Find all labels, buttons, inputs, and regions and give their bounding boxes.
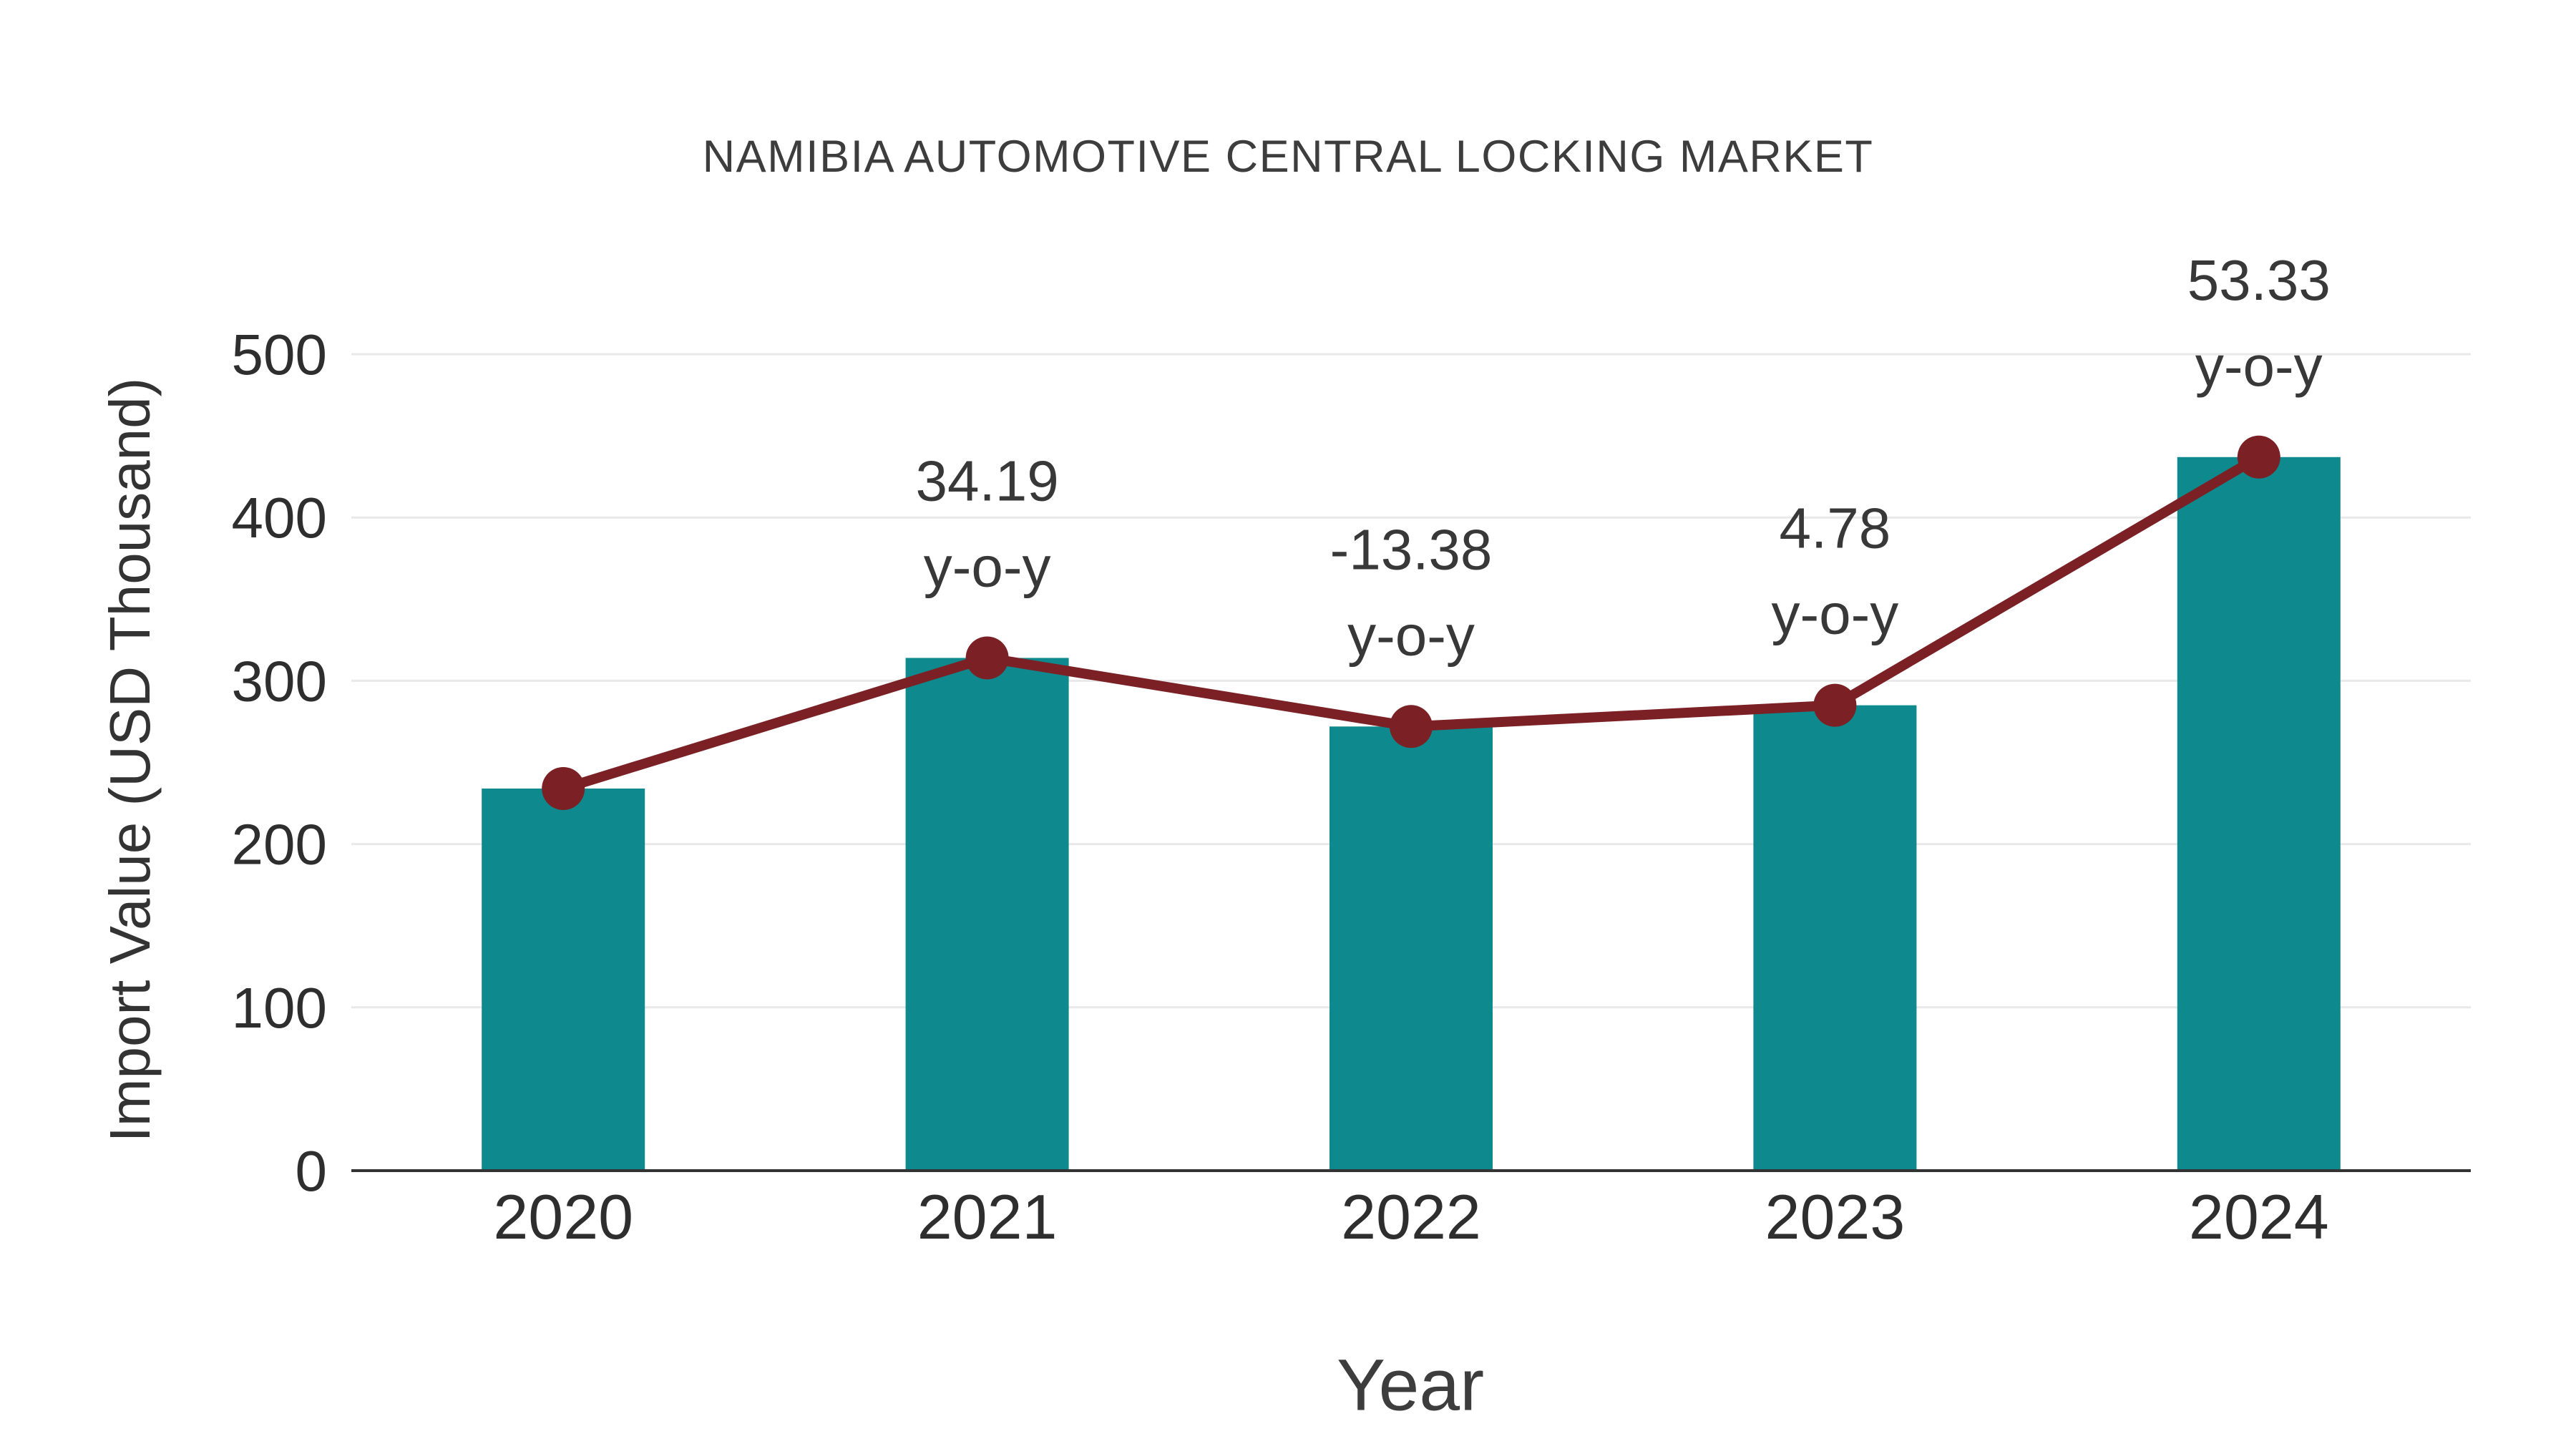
x-tick-label: 2022 [1341,1181,1481,1252]
x-tick-label: 2020 [493,1181,633,1252]
chart-title: NAMIBIA AUTOMOTIVE CENTRAL LOCKING MARKE… [702,132,1874,182]
x-tick-label: 2023 [1765,1181,1906,1252]
y-tick-label: 0 [296,1139,328,1203]
annotation-value: -13.38 [1330,517,1493,581]
bar [905,658,1069,1171]
y-tick-label: 200 [232,813,327,877]
annotation-suffix: y-o-y [1772,582,1899,646]
y-tick-label: 500 [232,323,327,386]
bar [482,789,645,1171]
x-tick-label: 2021 [917,1181,1058,1252]
annotation-suffix: y-o-y [1347,603,1475,667]
annotation-value: 53.33 [2187,248,2331,312]
bar [2177,457,2341,1171]
trend-marker [965,636,1009,680]
y-tick-label: 100 [232,976,327,1040]
trend-marker [1813,683,1857,727]
trend-marker [1390,705,1433,748]
x-axis-title: Year [1336,1344,1485,1426]
annotation-suffix: y-o-y [924,535,1051,598]
bar [1753,705,1917,1171]
trend-marker [542,767,585,811]
annotation-suffix: y-o-y [2195,334,2323,398]
annotation-value: 4.78 [1780,497,1891,560]
annotation-value: 34.19 [915,449,1058,512]
x-tick-label: 2024 [2189,1181,2329,1252]
trend-marker [2237,435,2280,479]
y-tick-label: 400 [232,486,327,550]
y-tick-label: 300 [232,649,327,713]
bar [1330,726,1493,1171]
